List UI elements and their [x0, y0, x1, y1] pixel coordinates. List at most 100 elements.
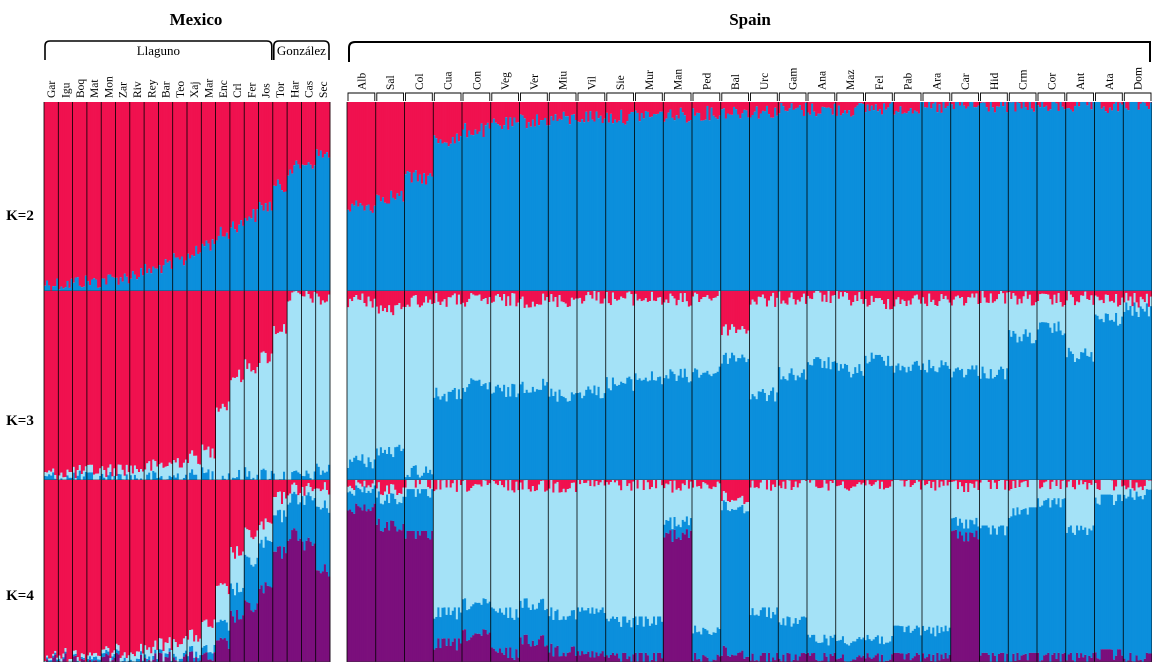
- spain-segment: [1065, 480, 1069, 488]
- spain-segment: [496, 102, 500, 125]
- spain-segment: [737, 498, 740, 508]
- mexico-segment: [93, 480, 96, 654]
- spain-segment: [517, 302, 520, 394]
- spain-segment: [474, 129, 477, 291]
- spain-segment: [1012, 480, 1015, 481]
- spain-segment: [944, 108, 948, 291]
- mexico-segment: [68, 102, 71, 288]
- spain-bar-crm: [1008, 480, 1038, 662]
- spain-segment: [478, 379, 481, 480]
- spain-segment: [728, 329, 732, 359]
- spain-segment: [841, 480, 845, 482]
- mexico-segment: [319, 304, 323, 475]
- spain-segment: [755, 102, 759, 107]
- spain-bar-bal: [720, 291, 750, 480]
- spain-segment: [388, 291, 391, 306]
- spain-segment: [885, 102, 888, 110]
- spain-segment: [950, 531, 954, 662]
- spain-segment: [603, 485, 607, 613]
- spain-segment: [858, 364, 861, 480]
- spain-segment: [420, 530, 424, 662]
- spain-segment: [574, 393, 578, 480]
- spain-segment: [482, 291, 485, 300]
- spain-segment: [815, 659, 818, 662]
- spain-segment: [659, 111, 662, 292]
- spain-segment: [1037, 291, 1040, 302]
- spain-segment: [956, 102, 960, 291]
- mexico-segment: [176, 473, 180, 480]
- spain-pop-bracket-sal: [376, 92, 404, 101]
- mexico-segment: [154, 291, 157, 462]
- spain-segment: [1032, 480, 1036, 508]
- spain-segment: [1063, 305, 1067, 334]
- spain-segment: [749, 487, 752, 616]
- spain-segment: [1020, 102, 1024, 109]
- mexico-segment: [205, 449, 208, 473]
- spain-segment: [850, 116, 853, 291]
- spain-segment: [1102, 303, 1106, 323]
- spain-segment: [585, 610, 588, 654]
- mexico-segment: [229, 380, 233, 481]
- spain-segment: [827, 291, 830, 358]
- spain-segment: [642, 379, 646, 480]
- spain-segment: [1008, 490, 1011, 518]
- mexico-bar-crl: [229, 480, 245, 662]
- spain-segment: [468, 490, 471, 610]
- spain-segment: [726, 501, 730, 511]
- spain-segment: [351, 301, 354, 462]
- mexico-segment: [187, 291, 190, 464]
- spain-segment: [494, 386, 498, 480]
- spain-segment: [1055, 486, 1058, 505]
- spain-segment: [839, 480, 843, 486]
- spain-segment: [1020, 341, 1024, 480]
- spain-segment: [751, 102, 754, 115]
- spain-segment: [667, 480, 670, 485]
- spain-segment: [1108, 291, 1112, 302]
- spain-segment: [989, 369, 993, 480]
- spain-segment: [1053, 291, 1056, 295]
- spain-segment: [813, 359, 816, 480]
- spain-segment: [609, 482, 613, 619]
- mexico-segment: [146, 474, 149, 480]
- mexico-segment: [46, 659, 49, 662]
- spain-segment: [616, 122, 619, 291]
- mexico-bar-boq: [72, 480, 88, 662]
- spain-segment: [1047, 110, 1050, 291]
- spain-segment: [455, 304, 459, 400]
- spain-segment: [544, 385, 547, 480]
- spain-segment: [780, 379, 783, 480]
- spain-segment: [591, 651, 594, 662]
- spain-segment: [616, 653, 619, 662]
- spain-segment: [930, 633, 933, 661]
- spain-segment: [837, 658, 841, 662]
- spain-segment: [464, 102, 467, 124]
- spain-segment: [626, 377, 629, 480]
- spain-segment: [975, 102, 978, 108]
- spain-segment: [802, 616, 806, 653]
- spain-segment: [422, 173, 426, 291]
- spain-segment: [451, 480, 455, 484]
- spain-segment: [846, 113, 849, 291]
- spain-segment: [412, 530, 416, 662]
- mexico-segment: [146, 291, 149, 464]
- spain-segment: [367, 480, 370, 486]
- spain-pop-bracket-urc: [750, 92, 778, 101]
- mexico-segment: [238, 224, 241, 291]
- spain-segment: [1127, 300, 1130, 311]
- mexico-segment: [105, 102, 108, 285]
- spain-segment: [1047, 102, 1050, 111]
- spain-segment: [441, 638, 444, 662]
- spain-segment: [720, 501, 724, 511]
- spain-segment: [427, 102, 430, 176]
- spain-segment: [897, 625, 900, 653]
- spain-segment: [589, 613, 592, 658]
- spain-segment: [922, 625, 925, 654]
- spain-segment: [874, 104, 878, 291]
- spain-segment: [640, 480, 644, 617]
- spain-segment: [1125, 292, 1128, 303]
- spain-segment: [794, 481, 798, 619]
- spain-segment: [1034, 102, 1038, 291]
- spain-segment: [809, 482, 812, 638]
- spain-segment: [975, 480, 978, 482]
- spain-segment: [811, 365, 814, 480]
